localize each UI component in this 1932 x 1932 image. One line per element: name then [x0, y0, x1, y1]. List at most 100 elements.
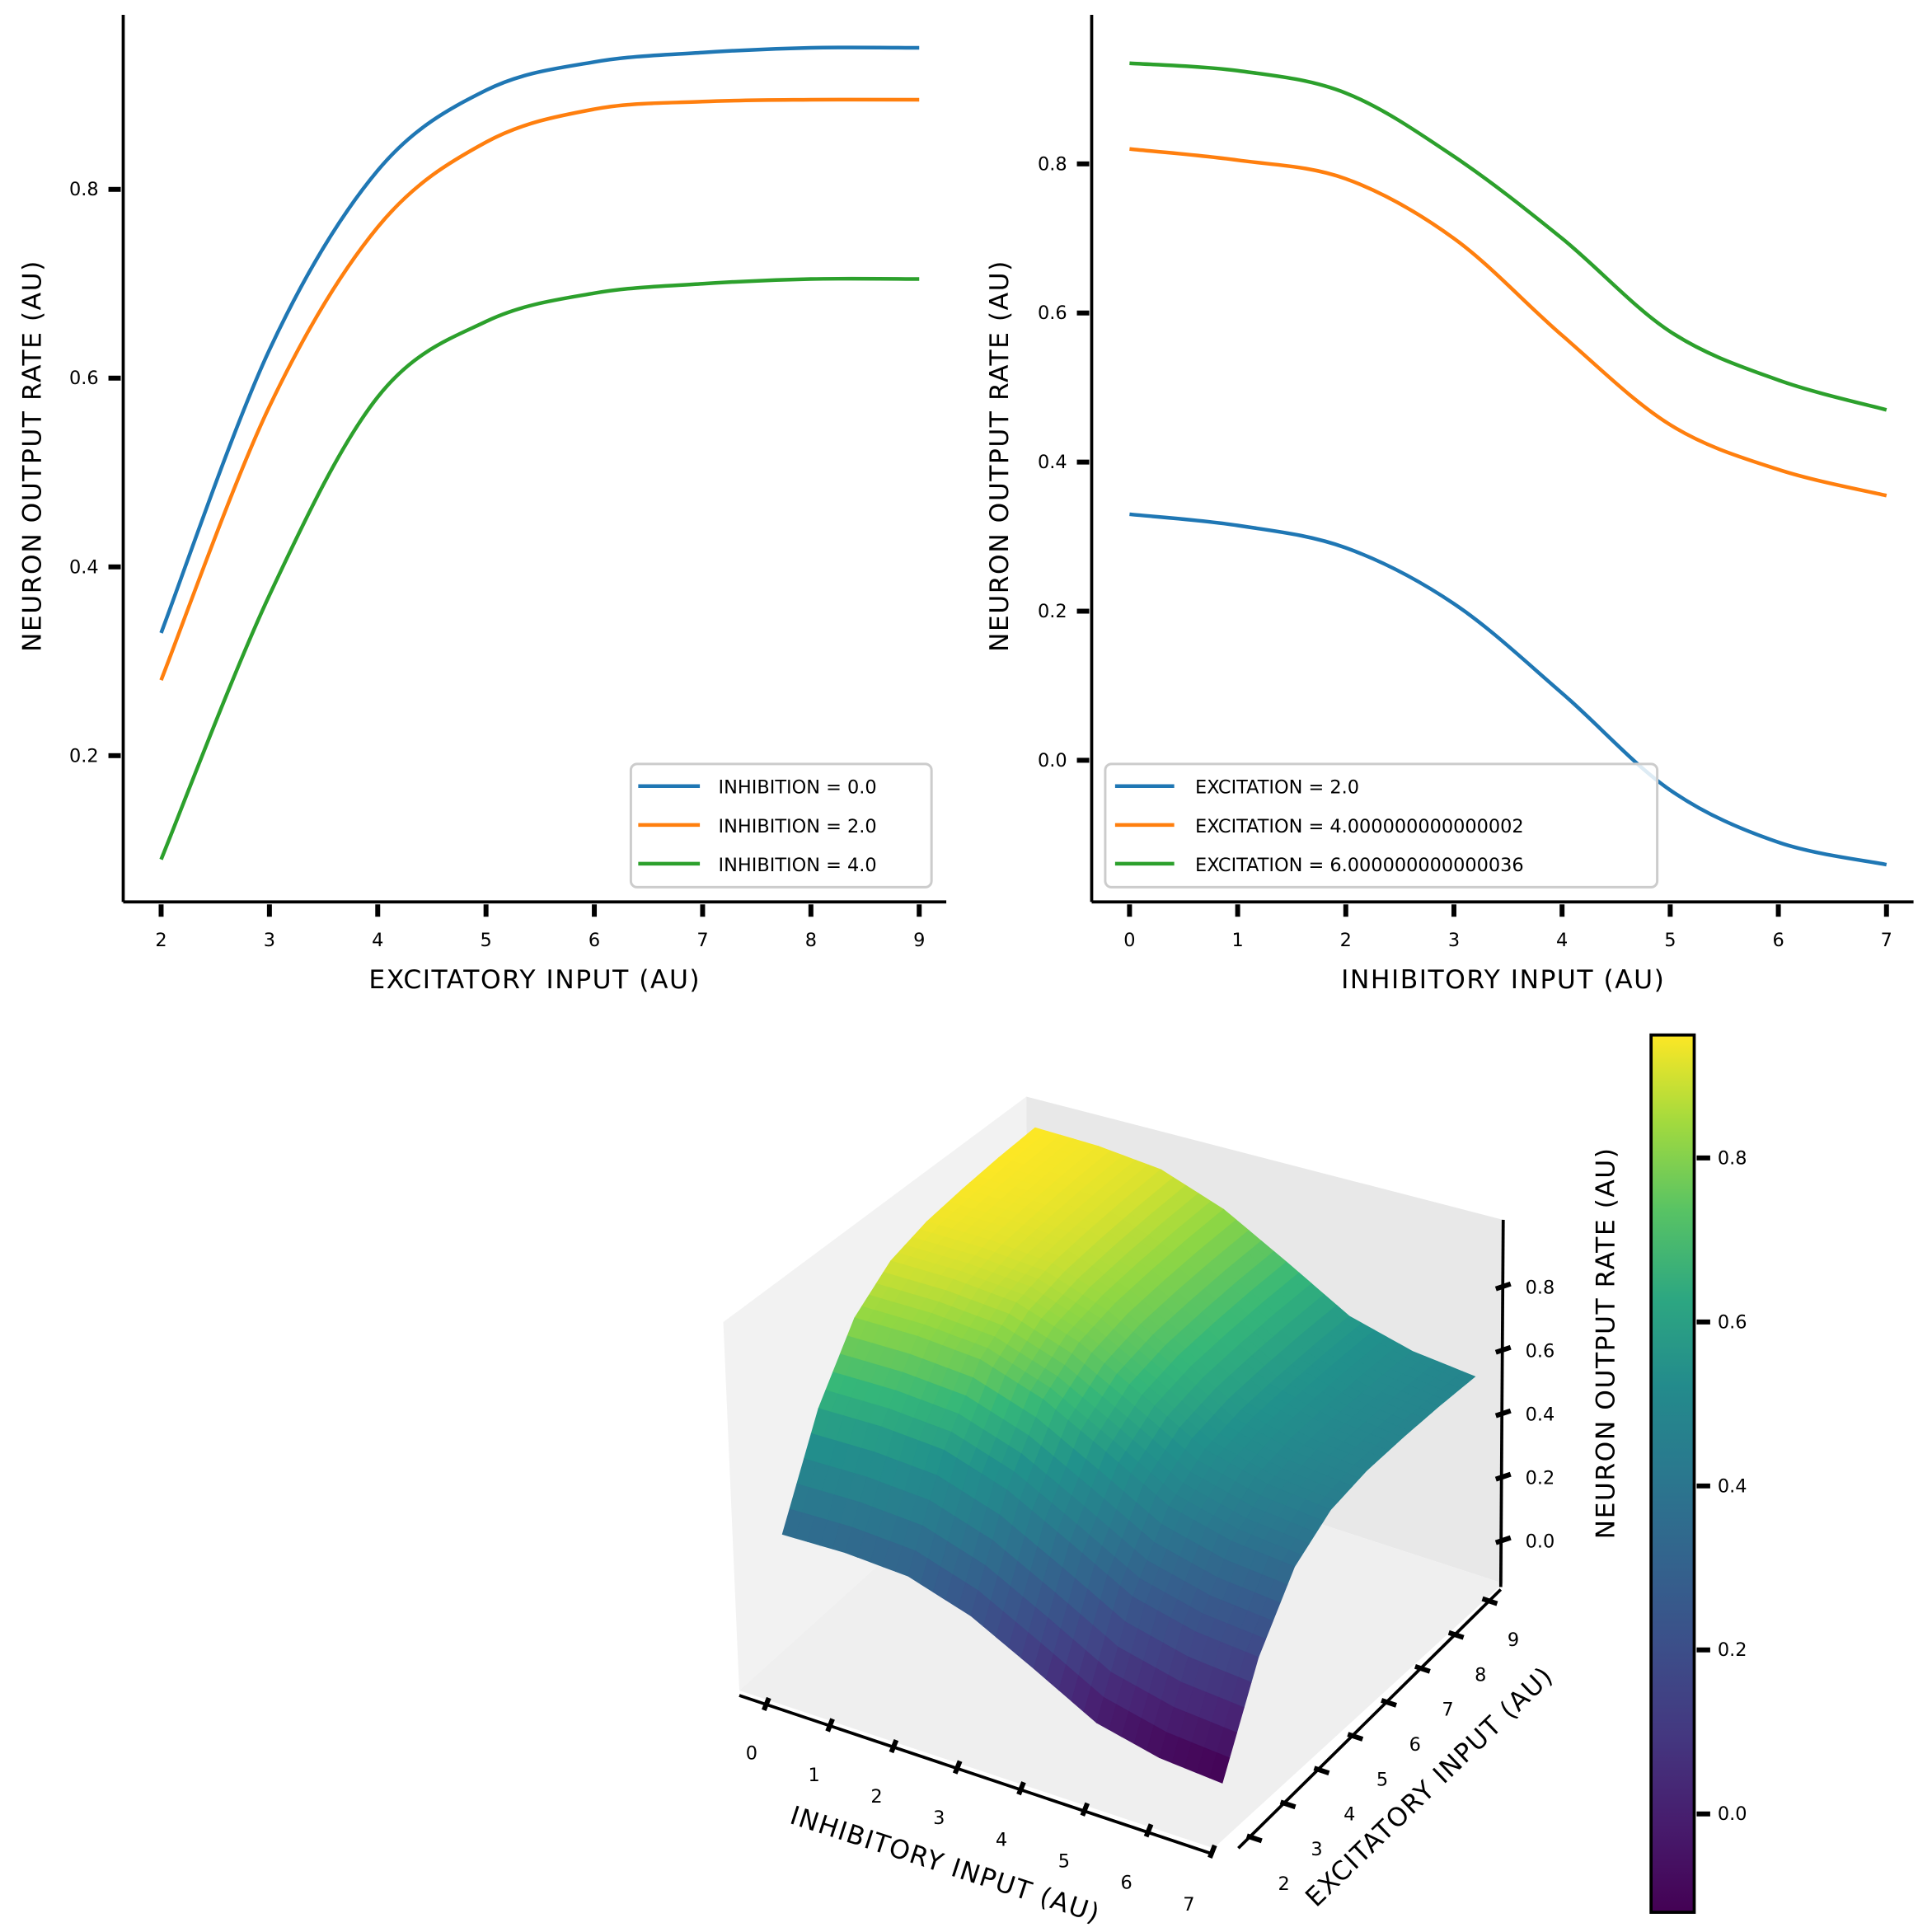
excitatory-tick-label: 5	[1376, 1769, 1388, 1790]
x-tick-label: 3	[264, 930, 275, 951]
excitatory-tick-label: 2	[1278, 1873, 1290, 1895]
x-tick-label: 2	[155, 930, 166, 951]
x-tick-label: 3	[1448, 930, 1460, 951]
y-tick-label: 0.6	[1038, 302, 1067, 324]
y-tick-label: 0.8	[1038, 153, 1067, 175]
inhibitory-tick-label: 2	[870, 1786, 882, 1808]
legend-box	[1104, 762, 1659, 889]
inhibitory-tick-mark	[1080, 1802, 1090, 1817]
z-axis-line	[1498, 1219, 1505, 1587]
inhibitory-tick-label: 4	[996, 1829, 1007, 1850]
inhibitory-response-chart: INHIBITORY INPUT (AU) NEURON OUTPUT RATE…	[985, 14, 1914, 995]
z-tick-mark	[1494, 1535, 1512, 1545]
colorbar-tick-label: 0.8	[1718, 1147, 1747, 1169]
inhibitory-tick-mark	[889, 1738, 899, 1754]
excitatory-tick-label: 7	[1442, 1700, 1453, 1721]
inhibitory-tick-mark	[952, 1760, 963, 1775]
series-line	[1129, 512, 1887, 867]
legend-label: EXCITATION = 2.0	[1195, 777, 1359, 799]
z-tick-label: 0.6	[1526, 1341, 1555, 1362]
excitatory-tick-mark	[1313, 1766, 1330, 1775]
colorbar	[1649, 1033, 1696, 1914]
surface-zlabel: NEURON OUTPUT RATE (AU)	[1591, 1147, 1620, 1540]
x-tick-label: 6	[589, 930, 600, 951]
inhibitory-axis-line	[739, 1694, 1215, 1856]
series-line	[159, 45, 920, 634]
surface-patch	[1209, 1752, 1231, 1784]
y-tick-label: 0.8	[69, 179, 99, 200]
excitatory-tick-mark	[1447, 1630, 1465, 1640]
colorbar-tick-label: 0.4	[1718, 1475, 1747, 1497]
x-tick-label: 1	[1231, 930, 1243, 951]
series-line	[1129, 61, 1887, 412]
z-tick-mark	[1494, 1344, 1512, 1355]
x-tick-label: 5	[1664, 930, 1676, 951]
x-tick-label: 5	[481, 930, 492, 951]
x-tick-label: 8	[805, 930, 817, 951]
inhibitory-tick-mark	[1143, 1823, 1154, 1838]
excitatory-tick-mark	[1481, 1596, 1498, 1606]
inhibitory-tick-label: 3	[933, 1808, 945, 1829]
series-line	[159, 276, 920, 860]
x-tick-label: 6	[1772, 930, 1784, 951]
left-chart-ylabel: NEURON OUTPUT RATE (AU)	[17, 260, 47, 652]
z-tick-mark	[1494, 1471, 1512, 1482]
z-tick-label: 0.8	[1526, 1278, 1555, 1299]
surface-mesh	[781, 1127, 1476, 1784]
z-tick-label: 0.4	[1526, 1404, 1555, 1426]
x-tick-label: 9	[913, 930, 925, 951]
colorbar-ticks: 0.0 0.2 0.4 0.6 0.8	[1696, 1147, 1747, 1825]
inhibitory-tick-label: 5	[1058, 1851, 1070, 1873]
legend-label: INHIBITION = 0.0	[719, 777, 877, 799]
colorbar-tick-label: 0.0	[1718, 1803, 1747, 1825]
colorbar-tick-label: 0.6	[1718, 1311, 1747, 1333]
colorbar-tick-label: 0.2	[1718, 1639, 1747, 1661]
inhibitory-tick-mark	[1208, 1844, 1217, 1859]
excitatory-tick-mark	[1414, 1664, 1431, 1674]
surface-xlabel: INHIBITORY INPUT (AU)	[786, 1801, 1104, 1930]
inhibitory-tick-mark	[825, 1718, 835, 1733]
excitatory-tick-mark	[1347, 1732, 1364, 1742]
excitatory-tick-label: 9	[1508, 1630, 1519, 1651]
z-tick-label: 0.2	[1526, 1468, 1555, 1489]
y-tick-label: 0.0	[1038, 750, 1067, 771]
y-tick-label: 0.4	[1038, 452, 1067, 473]
legend-label: EXCITATION = 6.000000000000036	[1195, 855, 1524, 876]
inhibitory-tick-label: 1	[809, 1765, 820, 1786]
excitatory-tick-label: 3	[1311, 1839, 1322, 1860]
excitatory-tick-mark	[1279, 1799, 1297, 1810]
right-chart-ylabel: NEURON OUTPUT RATE (AU)	[985, 260, 1015, 652]
x-tick-label: 4	[1556, 930, 1568, 951]
x-tick-label: 0	[1123, 930, 1135, 951]
x-tick-label: 7	[1881, 930, 1892, 951]
series-line	[1129, 147, 1887, 498]
inhibitory-tick-label: 0	[746, 1743, 757, 1765]
y-tick-label: 0.2	[1038, 601, 1067, 622]
excitatory-tick-label: 4	[1343, 1804, 1355, 1826]
legend-label: INHIBITION = 2.0	[719, 816, 877, 837]
z-tick-mark	[1494, 1281, 1512, 1292]
left-chart-xlabel: EXCITATORY INPUT (AU)	[368, 965, 701, 995]
y-tick-label: 0.4	[69, 556, 99, 578]
x-tick-label: 7	[696, 930, 708, 951]
inhibitory-tick-mark	[762, 1696, 771, 1712]
legend-box	[629, 762, 933, 889]
x-tick-label: 4	[372, 930, 383, 951]
excitatory-tick-mark	[1245, 1833, 1263, 1844]
y-tick-label: 0.6	[69, 368, 99, 389]
right-chart-xlabel: INHIBITORY INPUT (AU)	[1341, 965, 1665, 995]
x-tick-label: 2	[1340, 930, 1352, 951]
legend-label: INHIBITION = 4.0	[719, 855, 877, 876]
y-tick-label: 0.2	[69, 745, 99, 767]
excitatory-tick-label: 6	[1409, 1734, 1421, 1756]
excitatory-response-chart: EXCITATORY INPUT (AU) NEURON OUTPUT RATE…	[17, 14, 947, 995]
series-line	[159, 97, 920, 682]
excitatory-tick-label: 8	[1475, 1664, 1486, 1686]
inhibitory-tick-label: 6	[1121, 1873, 1132, 1894]
inhibitory-tick-mark	[1016, 1781, 1026, 1796]
legend-label: EXCITATION = 4.000000000000002	[1195, 816, 1524, 837]
excitatory-tick-mark	[1381, 1698, 1397, 1708]
